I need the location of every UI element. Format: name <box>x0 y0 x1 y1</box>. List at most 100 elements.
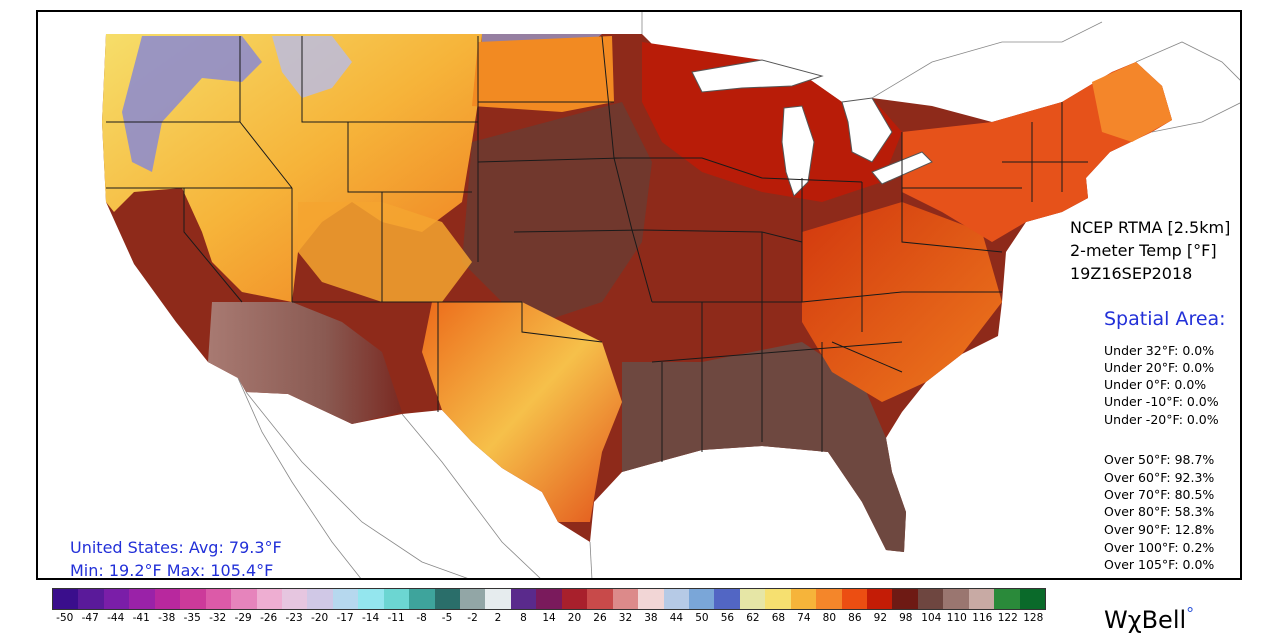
colorbar-segment <box>154 589 181 609</box>
colorbar-segment <box>205 589 232 609</box>
colorbar-tick-label: 110 <box>946 612 967 624</box>
colorbar-tick-label: -38 <box>158 612 176 624</box>
colorbar-segment <box>943 589 969 609</box>
colorbar-tick-label: 44 <box>669 612 684 624</box>
stat-over-105: Over 105°F: 0.0% <box>1104 557 1215 572</box>
region-west-warm <box>102 34 482 302</box>
colorbar-segment <box>688 589 715 609</box>
colorbar-tick-label: -11 <box>387 612 405 624</box>
lake-michigan <box>781 105 815 197</box>
colorbar-segment <box>917 589 944 609</box>
colorbar-tick-label: -20 <box>311 612 329 624</box>
colorbar-segment <box>1019 589 1046 609</box>
brand-logo: WχBell° <box>1104 604 1194 634</box>
colorbar-segment <box>256 589 282 609</box>
colorbar-tick-label: 86 <box>848 612 862 624</box>
colorbar-tick-label: 8 <box>520 612 527 624</box>
us-average: United States: Avg: 79.3°F <box>70 538 282 557</box>
colorbar-tick-label: 74 <box>797 612 811 624</box>
colorbar-tick-label: -32 <box>209 612 227 624</box>
colorbar-tick-label: -41 <box>132 612 150 624</box>
colorbar-segment <box>612 589 639 609</box>
colorbar-tick-label: 104 <box>921 612 942 624</box>
colorbar-tick-label: 32 <box>618 612 633 624</box>
region-colorado-plateau <box>298 202 472 302</box>
colorbar-tick-label: -44 <box>107 612 125 624</box>
colorbar-tick-label: -23 <box>285 612 303 624</box>
stat-over-60: Over 60°F: 92.3% <box>1104 470 1215 485</box>
colorbar-segment <box>409 589 435 609</box>
colorbar-tick-label: -47 <box>81 612 99 624</box>
colorbar-segment <box>434 589 460 609</box>
colorbar-segment <box>765 589 791 609</box>
region-central-plains <box>462 102 652 322</box>
temperature-map <box>36 10 1242 580</box>
region-north-plains-orange <box>472 36 614 112</box>
state-boundaries <box>106 35 1088 462</box>
colorbar-tick-label: 26 <box>593 612 607 624</box>
stat-under-minus-20: Under -20°F: 0.0% <box>1104 412 1219 427</box>
colorbar-segment <box>383 589 410 609</box>
colorbar-segment <box>867 589 893 609</box>
colorbar-segment <box>358 589 384 609</box>
colorbar-tick-label: -26 <box>260 612 278 624</box>
colorbar-segment <box>790 589 817 609</box>
colorbar-segment <box>78 589 104 609</box>
colorbar-segment <box>53 589 79 609</box>
colorbar-tick-label: 38 <box>644 612 658 624</box>
colorbar-tick-label: 62 <box>746 612 760 624</box>
colorbar-tick-label: -17 <box>336 612 354 624</box>
region-maine-orange <box>1092 62 1172 142</box>
product-source: NCEP RTMA [2.5km] <box>1070 218 1231 237</box>
colorbar-tick-label: -8 <box>416 612 427 624</box>
colorbar-segment <box>332 589 359 609</box>
colorbar-segment <box>460 589 486 609</box>
colorbar-tick-label: 56 <box>720 612 735 624</box>
colorbar-tick-label: 116 <box>972 612 993 624</box>
colorbar-segment <box>841 589 867 609</box>
colorbar-tick-label: -5 <box>441 612 453 624</box>
colorbar-segment <box>739 589 766 609</box>
stat-over-70: Over 70°F: 80.5% <box>1104 487 1215 502</box>
colorbar-tick-label: 122 <box>997 612 1018 624</box>
colorbar-tick-labels: -50 -47 -44 -41 -38 -35 -32 -29 -26 -23 -20 -17 -14-… <box>52 612 1046 626</box>
colorbar-segment <box>892 589 918 609</box>
colorbar-segment <box>536 589 562 609</box>
stat-under-0: Under 0°F: 0.0% <box>1104 377 1207 392</box>
lake-superior <box>691 59 824 93</box>
colorbar-segment <box>180 589 206 609</box>
colorbar-segment <box>103 589 130 609</box>
colorbar-tick-label: -14 <box>362 612 380 624</box>
colorbar-tick-label: 20 <box>567 612 582 624</box>
region-carolinas-warm <box>802 202 1002 402</box>
stat-over-50: Over 50°F: 98.7% <box>1104 452 1215 467</box>
product-valid-time: 19Z16SEP2018 <box>1070 264 1193 283</box>
colorbar-segment <box>994 589 1020 609</box>
stat-over-100: Over 100°F: 0.2% <box>1104 540 1215 555</box>
colorbar-tick-label: 68 <box>771 612 786 624</box>
stat-under-20: Under 20°F: 0.0% <box>1104 360 1215 375</box>
brand-mark: ° <box>1186 604 1195 623</box>
colorbar-segment <box>281 589 308 609</box>
colorbar-segment <box>561 589 588 609</box>
temperature-colorbar <box>52 588 1046 610</box>
brand-name: WχBell <box>1104 606 1187 634</box>
colorbar-segment <box>638 589 664 609</box>
colorbar-tick-label: 80 <box>822 612 837 624</box>
region-desert-southwest <box>208 302 402 424</box>
international-boundaries <box>237 12 1240 578</box>
colorbar-segment <box>587 589 613 609</box>
colorbar-tick-label: 128 <box>1023 612 1044 624</box>
colorbar-tick-label: 92 <box>873 612 888 624</box>
us-min-max: Min: 19.2°F Max: 105.4°F <box>70 561 274 580</box>
conus-temperature-map <box>102 12 1240 578</box>
stat-under-32: Under 32°F: 0.0% <box>1104 343 1215 358</box>
colorbar-segment <box>231 589 257 609</box>
colorbar-tick-label: 2 <box>494 612 502 624</box>
spatial-area-title: Spatial Area: <box>1104 308 1226 330</box>
region-pacific-northwest-cool <box>122 36 262 172</box>
colorbar-tick-label: -2 <box>467 612 478 624</box>
stat-under-minus-10: Under -10°F: 0.0% <box>1104 394 1219 409</box>
colorbar-tick-label: 14 <box>542 612 556 624</box>
stat-over-80: Over 80°F: 58.3% <box>1104 504 1215 519</box>
